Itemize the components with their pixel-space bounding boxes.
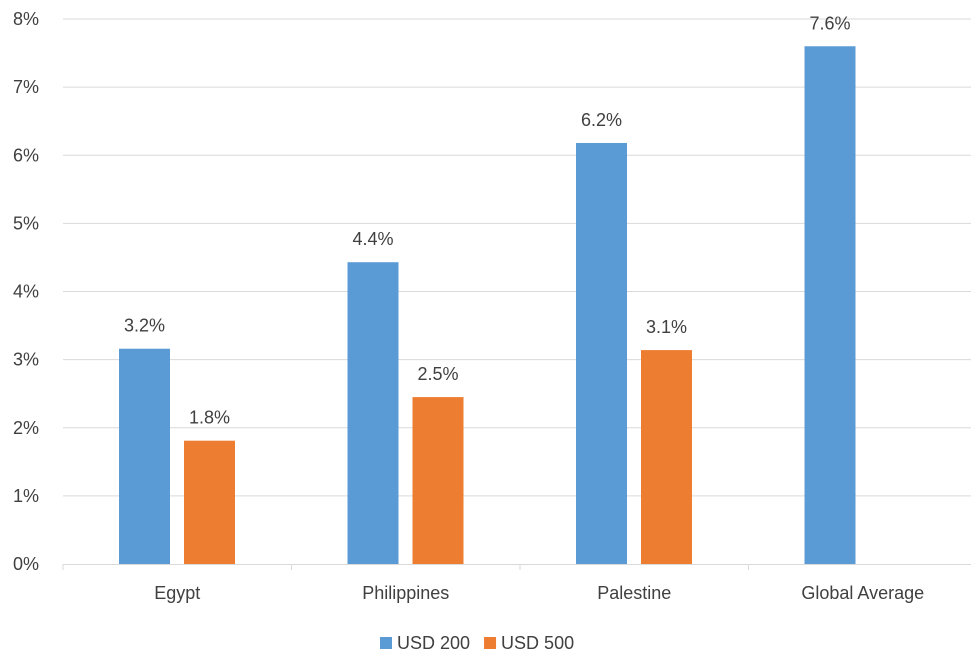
y-tick-label: 1% <box>13 486 39 506</box>
data-label: 4.4% <box>352 229 393 249</box>
data-labels: 3.2% 4.4% 6.2% 7.6% 1.8% 2.5% 3.1% <box>124 13 851 427</box>
bar-usd-200 <box>347 262 399 564</box>
gridlines <box>63 18 971 497</box>
legend-swatch <box>484 637 497 649</box>
bars <box>119 46 856 565</box>
legend-label: USD 500 <box>501 633 574 653</box>
y-tick-label: 5% <box>13 213 39 233</box>
x-axis <box>62 564 971 570</box>
category-label: Palestine <box>597 583 671 603</box>
y-tick-label: 7% <box>13 77 39 97</box>
bar-usd-200 <box>576 142 627 565</box>
bar-usd-500 <box>412 397 464 564</box>
bar-usd-200 <box>804 46 856 564</box>
legend-swatch <box>380 637 392 649</box>
legend: USD 200 USD 500 <box>380 633 574 653</box>
y-tick-label: 2% <box>13 418 39 438</box>
y-tick-label: 4% <box>13 282 39 302</box>
y-tick-label: 3% <box>13 350 39 370</box>
data-label: 6.2% <box>581 110 622 130</box>
category-label: Global Average <box>801 583 924 603</box>
data-label: 7.6% <box>809 13 850 33</box>
data-label: 2.5% <box>417 364 458 384</box>
data-label: 1.8% <box>189 408 230 428</box>
category-label: Philippines <box>362 583 449 603</box>
bar-usd-200 <box>119 348 170 564</box>
bar-usd-500 <box>184 440 235 564</box>
bar-usd-500 <box>641 350 692 564</box>
legend-label: USD 200 <box>397 633 470 653</box>
category-labels: Egypt Philippines Palestine Global Average <box>154 583 924 603</box>
y-tick-label: 0% <box>13 554 39 574</box>
category-label: Egypt <box>154 583 200 603</box>
y-axis-ticks: 0% 1% 2% 3% 4% 5% 6% 7% 8% <box>13 9 39 574</box>
y-tick-label: 6% <box>13 145 39 165</box>
data-label: 3.2% <box>124 316 165 336</box>
y-tick-label: 8% <box>13 9 39 29</box>
data-label: 3.1% <box>646 317 687 337</box>
